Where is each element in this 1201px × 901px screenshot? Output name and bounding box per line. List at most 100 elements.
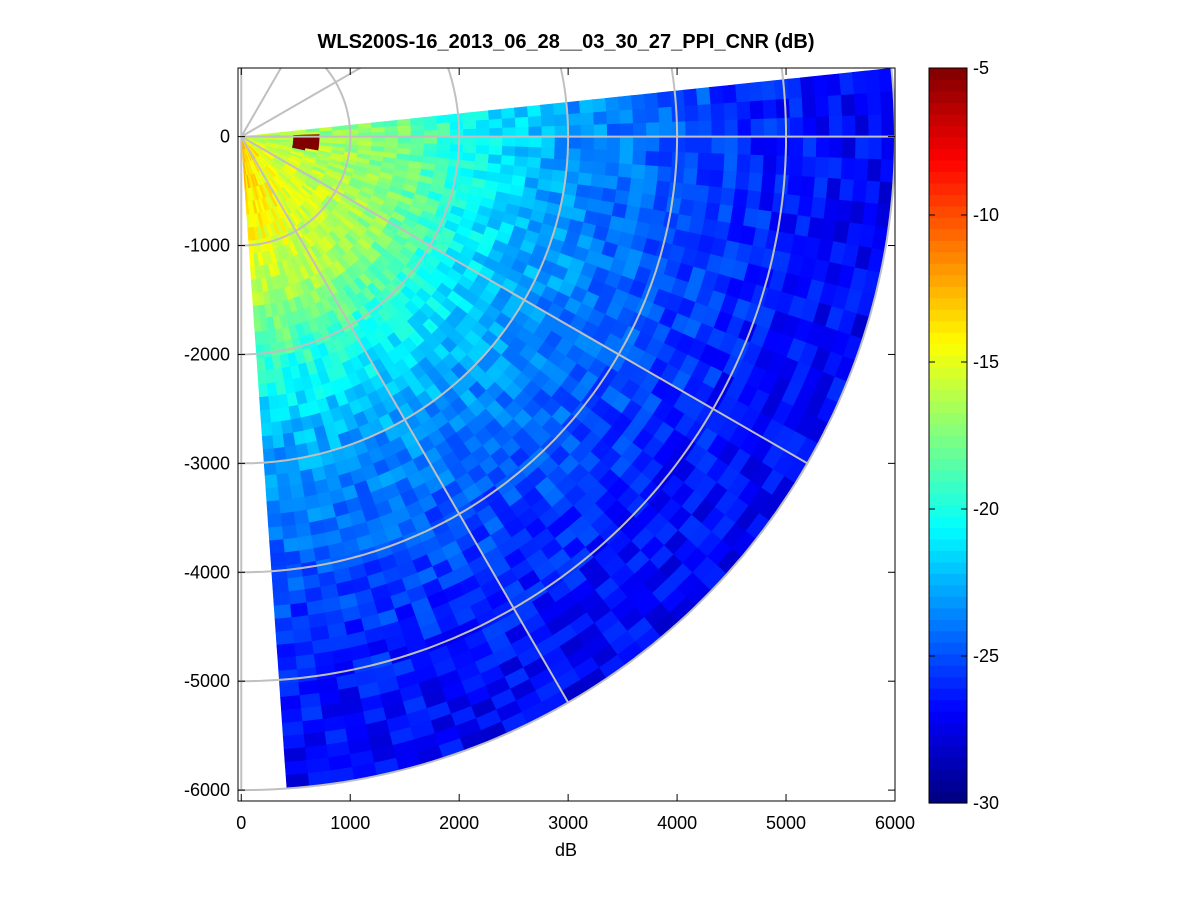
colorbar-tick-label: -20 bbox=[973, 499, 999, 519]
sector-cell bbox=[554, 136, 569, 149]
colorbar-step bbox=[929, 596, 967, 609]
sector-cell bbox=[749, 99, 765, 120]
sector-cell bbox=[259, 396, 271, 411]
colorbar-step bbox=[929, 320, 967, 333]
sector-cell bbox=[528, 136, 543, 148]
sector-cell bbox=[787, 174, 803, 196]
colorbar-step bbox=[929, 286, 967, 299]
sector-cell bbox=[514, 116, 530, 128]
colorbar-step bbox=[929, 469, 967, 483]
sector-cell bbox=[461, 151, 477, 162]
sector-cell bbox=[618, 162, 633, 178]
sector-cell bbox=[606, 149, 621, 164]
sector-cell bbox=[711, 119, 726, 137]
colorbar-step bbox=[929, 734, 967, 747]
sector-cell bbox=[865, 180, 881, 204]
sector-cell bbox=[866, 158, 882, 182]
sector-cell bbox=[590, 173, 606, 188]
sector-cell bbox=[750, 118, 765, 137]
sector-cell bbox=[827, 156, 843, 179]
sector-cell bbox=[748, 171, 764, 192]
sector-cell bbox=[436, 121, 451, 131]
sector-cell bbox=[828, 115, 844, 137]
sector-cell bbox=[489, 127, 504, 137]
colorbar-step bbox=[929, 550, 967, 563]
sector-cell bbox=[736, 100, 752, 120]
sector-cell bbox=[657, 91, 673, 108]
sector-cell bbox=[683, 167, 699, 185]
sector-cell bbox=[283, 537, 300, 553]
sector-cell bbox=[449, 143, 464, 153]
sector-cell bbox=[724, 136, 739, 155]
sector-cell bbox=[671, 105, 686, 122]
colorbar-step bbox=[929, 676, 967, 689]
sector-cell bbox=[737, 136, 752, 155]
sector-cell bbox=[462, 144, 477, 154]
colorbar-step bbox=[929, 240, 967, 253]
colorbar-step bbox=[929, 332, 967, 345]
sector-cell bbox=[750, 136, 765, 156]
sector-cell bbox=[684, 104, 699, 122]
colorbar-step bbox=[929, 136, 967, 149]
colorbar-step bbox=[929, 711, 967, 724]
x-tick-label: 2000 bbox=[439, 813, 479, 833]
sector-cell bbox=[294, 641, 315, 657]
sector-cell bbox=[644, 164, 659, 181]
sector-cell bbox=[839, 178, 855, 202]
sector-cell bbox=[513, 155, 529, 168]
y-tick-label: -4000 bbox=[184, 562, 230, 582]
sector-cell bbox=[619, 149, 634, 165]
sector-cell bbox=[383, 119, 399, 127]
azimuth-spoke bbox=[240, 68, 363, 138]
sector-cell bbox=[384, 141, 399, 148]
y-tick-label: -1000 bbox=[184, 236, 230, 256]
sector-cell bbox=[591, 160, 607, 176]
sector-cell bbox=[512, 164, 528, 177]
colorbar-step bbox=[929, 538, 967, 551]
colorbar-step bbox=[929, 768, 967, 781]
sector-cell bbox=[564, 170, 580, 185]
sector-cell bbox=[263, 461, 278, 476]
sector-cell bbox=[640, 192, 656, 210]
sector-cell bbox=[632, 122, 647, 137]
sector-cell bbox=[762, 98, 778, 119]
sector-cell bbox=[763, 136, 778, 156]
sector-cell bbox=[696, 168, 712, 187]
sector-cell bbox=[541, 136, 556, 148]
sector-cell bbox=[789, 136, 804, 157]
sector-cell bbox=[763, 117, 778, 137]
sector-cell bbox=[566, 147, 582, 161]
sector-cell bbox=[296, 666, 319, 683]
sector-cell bbox=[658, 106, 673, 123]
sector-cell bbox=[409, 117, 425, 126]
x-axis-label: dB bbox=[555, 840, 577, 860]
axes-frame bbox=[237, 67, 896, 802]
sector-cell bbox=[286, 563, 304, 579]
y-tick-label: -2000 bbox=[184, 344, 230, 364]
sector-cell bbox=[605, 161, 620, 177]
y-tick-label: -3000 bbox=[184, 453, 230, 473]
sector-cell bbox=[269, 539, 286, 555]
colorbar-step bbox=[929, 159, 967, 172]
sector-cell bbox=[577, 171, 593, 187]
sector-cell bbox=[776, 117, 791, 137]
sector-cell bbox=[489, 136, 504, 147]
colorbar-step bbox=[929, 561, 967, 574]
sector-cell bbox=[722, 84, 738, 104]
sector-cell bbox=[788, 155, 804, 177]
sector-cell bbox=[282, 734, 306, 750]
x-tick-label: 4000 bbox=[657, 813, 697, 833]
sector-cell bbox=[866, 91, 882, 116]
sector-cell bbox=[775, 154, 791, 176]
colorbar-step bbox=[929, 446, 967, 460]
colorbar-step bbox=[929, 228, 967, 241]
x-tick-label: 0 bbox=[236, 813, 246, 833]
sector-cell bbox=[601, 187, 618, 203]
sector-cell bbox=[828, 136, 844, 158]
sector-cell bbox=[697, 103, 713, 122]
sector-cell bbox=[537, 178, 553, 192]
sector-cell bbox=[841, 114, 857, 137]
x-tick-label: 3000 bbox=[548, 813, 588, 833]
sector-cell bbox=[298, 679, 320, 696]
colorbar-step bbox=[929, 584, 967, 597]
